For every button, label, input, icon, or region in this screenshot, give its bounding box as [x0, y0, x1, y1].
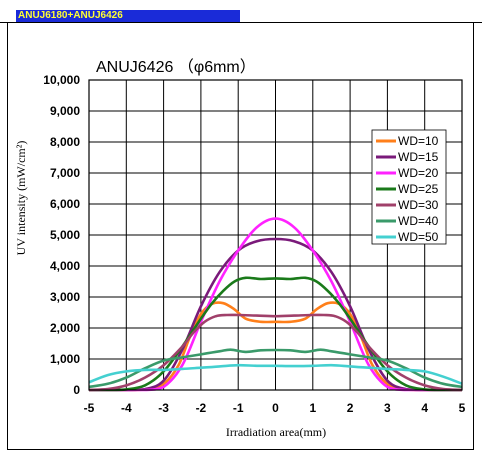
legend-label: WD=50	[398, 230, 439, 244]
series-line	[88, 313, 463, 392]
y-tick-labels: 0 1,000 2,000 3,000 4,000 5,000 6,000 7,000 8,00…	[43, 73, 80, 397]
y-tick-label: 8,000	[50, 135, 80, 149]
legend-label: WD=20	[398, 166, 439, 180]
series-line	[88, 363, 463, 386]
series-curves	[88, 217, 463, 392]
x-tick-label: -2	[196, 401, 207, 415]
y-axis-label: UV intensity (mW/cm²)	[14, 141, 28, 256]
legend-label: WD=40	[398, 214, 439, 228]
x-tick-label: 4	[421, 401, 428, 415]
legend-label: WD=30	[398, 198, 439, 212]
y-tick-label: 1,000	[50, 352, 80, 366]
y-tick-label: 3,000	[50, 290, 80, 304]
x-axis-label: Irradiation area(mm)	[226, 425, 326, 439]
y-tick-label: 10,000	[43, 73, 80, 87]
x-tick-label: 5	[459, 401, 466, 415]
legend-label: WD=10	[398, 134, 439, 148]
legend-box	[371, 129, 447, 245]
plot-frame	[88, 79, 463, 391]
legend: WD=10 WD=15 WD=20 WD=25 WD=30 WD=40 WD=50	[371, 129, 447, 245]
y-tick-label: 9,000	[50, 104, 80, 118]
x-tick-label: -5	[84, 401, 95, 415]
series-line	[89, 301, 462, 392]
y-tick-label: 7,000	[50, 166, 80, 180]
x-tick-label: 3	[384, 401, 391, 415]
legend-label: WD=15	[398, 150, 439, 164]
x-tick-label: -4	[121, 401, 132, 415]
legend-label: WD=25	[398, 182, 439, 196]
y-tick-label: 6,000	[50, 197, 80, 211]
header-rule	[0, 22, 482, 23]
y-tick-label: 2,000	[50, 321, 80, 335]
series-line	[89, 276, 462, 392]
y-tick-label: 5,000	[50, 228, 80, 242]
chart-title: ANUJ6426 （φ6mm）	[96, 58, 256, 76]
x-tick-label: 0	[272, 401, 279, 415]
x-tick-label: 1	[309, 401, 316, 415]
x-tick-label: -1	[233, 401, 244, 415]
x-tick-labels: -5 -4 -3 -2 -1 0 1 2 3 4 5	[84, 401, 466, 415]
x-tick-label: 2	[347, 401, 354, 415]
series-line	[89, 237, 462, 392]
x-tick-label: -3	[158, 401, 169, 415]
series-line	[88, 348, 463, 389]
chart-panel	[7, 22, 474, 450]
y-tick-label: 4,000	[50, 259, 80, 273]
y-tick-label: 0	[73, 383, 80, 397]
model-label-bar	[16, 10, 240, 22]
model-label: ANUJ6180+ANUJ6426	[18, 10, 123, 21]
